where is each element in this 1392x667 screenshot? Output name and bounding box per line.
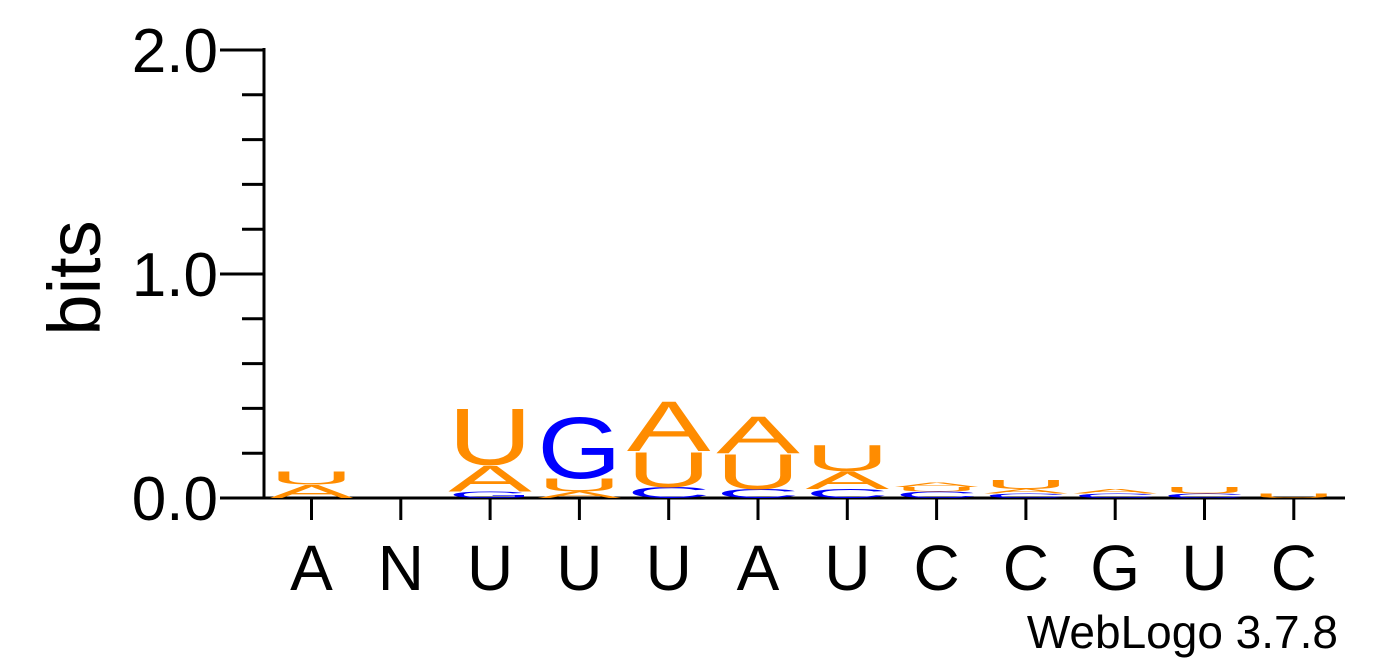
logo-letter-C: C — [1162, 492, 1246, 499]
y-axis-label: bits — [33, 220, 116, 335]
x-tick-label: A — [290, 532, 333, 604]
y-axis: 0.0 1.0 2.0 — [132, 17, 266, 534]
x-tick-label: N — [378, 532, 424, 604]
logo-letter-U: U — [895, 486, 979, 493]
logo-letter-U: U — [627, 442, 711, 498]
logo-letter-A: A — [984, 488, 1069, 495]
x-tick-label: C — [913, 532, 959, 604]
logo-letter-U: U — [984, 478, 1068, 492]
logo-letter-A: A — [538, 490, 623, 500]
logo-letter-U: U — [1162, 485, 1246, 495]
logo-letter-A: A — [895, 481, 980, 488]
logo-letter-C: C — [984, 492, 1068, 499]
y-tick-label: 2.0 — [132, 17, 218, 86]
x-tick-label: C — [1003, 532, 1049, 604]
logo-letter-U: U — [448, 392, 532, 482]
logo-letter-A: A — [805, 467, 890, 495]
x-tick-label: U — [556, 532, 602, 604]
logo-letter-U: U — [716, 444, 800, 500]
x-tick-label: U — [824, 532, 870, 604]
logo-letter-A: A — [716, 406, 800, 465]
logo-letter-C: C — [1073, 492, 1157, 499]
x-tick-label: G — [1090, 532, 1140, 604]
logo-letter-C: C — [627, 484, 711, 501]
logo-letter-U: U — [537, 474, 621, 495]
logo-letter-A: A — [448, 457, 532, 499]
logo-letter-U: U — [805, 438, 889, 479]
logo-letter-G: G — [448, 490, 532, 500]
y-tick-label: 1.0 — [132, 241, 218, 310]
logo-letter-U: U — [270, 468, 354, 489]
x-tick-label: C — [1271, 532, 1317, 604]
x-tick-label: U — [1181, 532, 1227, 604]
logo-letter-U: U — [1252, 492, 1336, 499]
logo-letter-G: G — [537, 399, 621, 497]
x-tick-label: U — [646, 532, 692, 604]
logo-letter-C: C — [805, 487, 889, 501]
x-tick-label: U — [467, 532, 513, 604]
x-tick-label: A — [737, 532, 780, 604]
logo-letter-C: C — [895, 490, 979, 500]
logo-letter-A: A — [627, 386, 711, 466]
logo-letter-C: C — [716, 487, 800, 501]
y-tick-label: 0.0 — [132, 465, 218, 534]
logo-letter-A: A — [1073, 488, 1158, 495]
logo-letter-A: A — [270, 481, 354, 502]
weblogo-version-label: WebLogo 3.7.8 — [1027, 606, 1338, 658]
